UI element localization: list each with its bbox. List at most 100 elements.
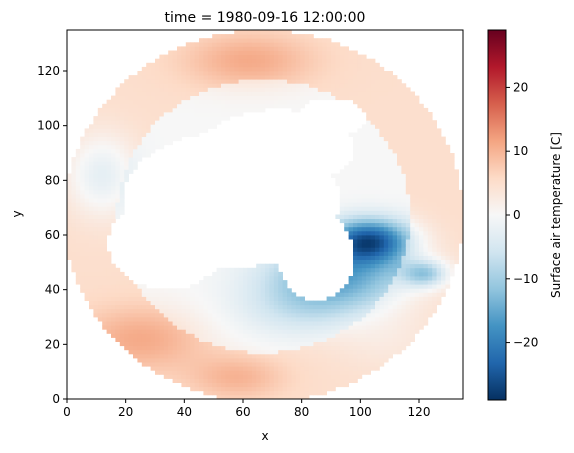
heatmap-cell bbox=[375, 132, 380, 137]
heatmap-cell bbox=[419, 177, 424, 183]
heatmap-cell bbox=[361, 95, 367, 101]
heatmap-cell bbox=[71, 235, 77, 240]
heatmap-cell bbox=[295, 386, 301, 392]
heatmap-cell bbox=[89, 284, 94, 289]
heatmap-cell bbox=[401, 202, 407, 207]
heatmap-cell bbox=[375, 157, 380, 162]
heatmap-cell bbox=[357, 222, 363, 228]
heatmap-cell bbox=[339, 366, 345, 371]
heatmap-cell bbox=[137, 144, 143, 150]
heatmap-cell bbox=[401, 189, 407, 195]
heatmap-cell bbox=[181, 300, 187, 306]
heatmap-cell bbox=[146, 345, 151, 351]
heatmap-cell bbox=[326, 353, 332, 359]
heatmap-cell bbox=[335, 177, 341, 183]
heatmap-cell bbox=[150, 308, 156, 314]
heatmap-cell bbox=[383, 87, 389, 92]
heatmap-cell bbox=[269, 337, 275, 342]
heatmap-cell bbox=[309, 325, 314, 330]
heatmap-cell bbox=[436, 222, 442, 228]
heatmap-cell bbox=[115, 140, 121, 146]
heatmap-cell bbox=[419, 239, 424, 244]
heatmap-cell bbox=[172, 378, 178, 383]
heatmap-cell bbox=[119, 210, 125, 215]
heatmap-cell bbox=[146, 83, 151, 88]
heatmap-cell bbox=[97, 173, 103, 178]
heatmap-cell bbox=[260, 46, 266, 51]
heatmap-cell bbox=[234, 321, 239, 326]
heatmap-cell bbox=[102, 296, 107, 301]
heatmap-cell bbox=[436, 235, 442, 240]
heatmap-cell bbox=[309, 382, 314, 388]
heatmap-cell bbox=[348, 54, 354, 60]
heatmap-cell bbox=[322, 366, 327, 371]
heatmap-cell bbox=[370, 349, 376, 355]
heatmap-cell bbox=[93, 267, 99, 273]
heatmap-cell bbox=[260, 79, 266, 84]
heatmap-cell bbox=[111, 329, 116, 334]
heatmap-cell bbox=[326, 312, 332, 318]
heatmap-cell bbox=[212, 304, 217, 310]
heatmap-cell bbox=[119, 177, 125, 183]
heatmap-cell bbox=[221, 321, 226, 326]
heatmap-cell bbox=[419, 226, 424, 232]
heatmap-cell bbox=[269, 394, 275, 400]
heatmap-cell bbox=[172, 308, 178, 314]
heatmap-cell bbox=[243, 46, 248, 51]
heatmap-cell bbox=[405, 185, 411, 191]
heatmap-cell bbox=[427, 308, 433, 314]
heatmap-cell bbox=[405, 230, 411, 236]
heatmap-cell bbox=[335, 42, 341, 47]
heatmap-cell bbox=[375, 366, 380, 371]
heatmap-cell bbox=[260, 370, 266, 375]
heatmap-cell bbox=[115, 280, 121, 285]
heatmap-cell bbox=[181, 378, 187, 383]
heatmap-cell bbox=[137, 112, 143, 117]
heatmap-cell bbox=[295, 321, 301, 326]
heatmap-cell bbox=[339, 91, 345, 96]
heatmap-cell bbox=[458, 218, 464, 224]
heatmap-cell bbox=[190, 358, 195, 363]
heatmap-cell bbox=[379, 329, 385, 334]
heatmap-cell bbox=[370, 83, 376, 88]
heatmap-cell bbox=[71, 267, 77, 273]
colorbar-tick-label: 0 bbox=[513, 208, 521, 222]
heatmap-cell bbox=[344, 300, 349, 306]
heatmap-cell bbox=[454, 210, 459, 215]
heatmap-cell bbox=[419, 321, 424, 326]
heatmap-cell bbox=[119, 341, 125, 347]
heatmap-cell bbox=[247, 370, 253, 375]
heatmap-cell bbox=[273, 99, 279, 105]
heatmap-cell bbox=[256, 79, 261, 84]
heatmap-cell bbox=[181, 349, 187, 355]
heatmap-cell bbox=[75, 255, 81, 260]
heatmap-cell bbox=[375, 161, 380, 166]
heatmap-cell bbox=[168, 362, 173, 367]
heatmap-cell bbox=[449, 157, 455, 162]
heatmap-cell bbox=[397, 304, 402, 310]
heatmap-cell bbox=[168, 91, 173, 96]
heatmap-cell bbox=[432, 247, 437, 252]
heatmap-cell bbox=[229, 54, 235, 60]
heatmap-cell bbox=[238, 382, 244, 388]
heatmap-cell bbox=[265, 321, 270, 326]
heatmap-cell bbox=[67, 198, 72, 203]
heatmap-cell bbox=[344, 189, 349, 195]
heatmap-cell bbox=[172, 66, 178, 72]
heatmap-cell bbox=[388, 75, 393, 80]
heatmap-cell bbox=[194, 321, 200, 326]
heatmap-cell bbox=[401, 124, 407, 129]
heatmap-cell bbox=[291, 300, 297, 306]
heatmap-cell bbox=[137, 353, 143, 359]
heatmap-cell bbox=[401, 230, 407, 236]
heatmap-cell bbox=[392, 116, 398, 121]
heatmap-cell bbox=[449, 251, 455, 256]
heatmap-cell bbox=[375, 120, 380, 125]
heatmap-cell bbox=[397, 235, 402, 240]
heatmap-cell bbox=[89, 128, 94, 133]
heatmap-cell bbox=[155, 79, 160, 84]
heatmap-cell bbox=[97, 153, 103, 158]
heatmap-cell bbox=[146, 358, 151, 363]
heatmap-cell bbox=[357, 177, 363, 183]
heatmap-cell bbox=[317, 50, 323, 55]
